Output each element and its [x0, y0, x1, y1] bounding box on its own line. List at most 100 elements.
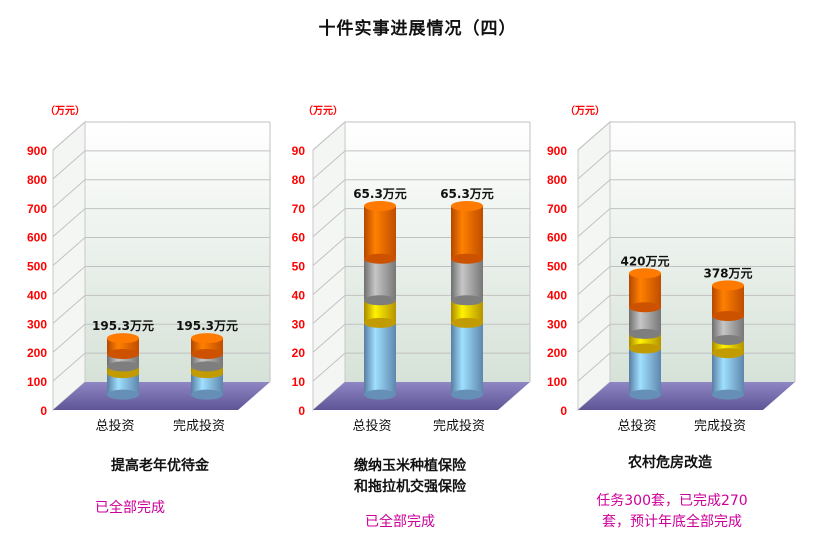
y-tick-label: 20 — [292, 346, 306, 360]
bar-segment-edge — [364, 253, 396, 264]
chart-floor — [578, 382, 795, 410]
bar-segment-edge — [629, 343, 661, 354]
bar-segment-edge — [629, 328, 661, 339]
bar-segment-edge — [451, 295, 483, 306]
bar-segment — [451, 205, 483, 259]
status-panel-2: 已全部完成 — [305, 512, 495, 533]
gridline — [577, 237, 795, 266]
bar-2 — [712, 280, 744, 400]
bar-segment — [712, 285, 744, 316]
bar-1 — [107, 333, 139, 400]
y-tick-label: 0 — [40, 404, 47, 418]
x-category-label: 总投资 — [95, 418, 134, 434]
gridline — [52, 150, 270, 180]
bar-segment-edge — [191, 348, 223, 359]
y-unit-label: （万元） — [565, 104, 605, 117]
caption-line: 和拖拉机交强保险 — [354, 479, 466, 495]
y-tick-label: 400 — [27, 288, 47, 302]
y-tick-label: 40 — [292, 288, 306, 302]
bar-segment-edge — [107, 361, 139, 372]
bar-2 — [191, 333, 223, 400]
y-tick-label: 0 — [298, 404, 305, 418]
bar-segment-edge — [451, 317, 483, 328]
bar-segment — [451, 258, 483, 301]
status-line: 已全部完成 — [365, 514, 435, 530]
bar-segment — [629, 348, 661, 395]
y-tick-label: 300 — [27, 317, 47, 331]
bar-segment-edge — [712, 389, 744, 400]
bar-top — [629, 268, 661, 279]
gridline — [312, 179, 530, 209]
status-panel-3: 任务300套，已完成270 套，预计年底全部完成 — [572, 491, 772, 533]
bar-segment-edge — [364, 317, 396, 328]
caption-panel-3: 农村危房改造 — [565, 453, 775, 474]
caption-line: 缴纳玉米种植保险 — [354, 458, 466, 474]
status-line: 套，预计年底全部完成 — [602, 514, 742, 530]
bar-segment-edge — [712, 335, 744, 345]
caption-panel-2: 缴纳玉米种植保险 和拖拉机交强保险 — [305, 456, 515, 498]
bar-top — [191, 333, 223, 344]
bar-value-label: 65.3万元 — [440, 187, 494, 201]
x-category-label: 完成投资 — [173, 418, 225, 434]
bar-2 — [451, 200, 483, 400]
y-unit-label: （万元） — [303, 104, 343, 117]
y-tick-label: 70 — [292, 202, 306, 216]
y-tick-label: 500 — [547, 260, 567, 274]
gridline — [577, 208, 795, 238]
y-tick-label: 60 — [292, 231, 306, 245]
gridline — [52, 294, 270, 324]
bar-segment-edge — [712, 310, 744, 321]
bar-segment — [107, 373, 139, 395]
y-tick-label: 200 — [547, 346, 567, 360]
x-category-label: 总投资 — [352, 418, 391, 434]
caption-line: 提高老年优待金 — [111, 458, 209, 474]
chart-panel-3: 0 100 200 300 400 500 600 700 800 900 （万元） 420万元总投资… — [547, 104, 796, 434]
y-tick-label: 700 — [27, 202, 47, 216]
gridline — [577, 179, 795, 209]
y-tick-label: 50 — [292, 260, 306, 274]
x-category-label: 完成投资 — [694, 418, 746, 434]
bar-value-label: 378万元 — [703, 266, 752, 280]
bar-top — [364, 200, 396, 211]
bar-segment-edge — [629, 389, 661, 400]
status-line: 已全部完成 — [95, 500, 165, 516]
y-tick-label: 100 — [547, 375, 567, 389]
y-tick-label: 600 — [547, 231, 567, 245]
y-tick-label: 200 — [27, 346, 47, 360]
bar-segment — [451, 300, 483, 323]
bar-segment-edge — [364, 389, 396, 400]
bar-top — [107, 333, 139, 344]
bar-segment — [191, 373, 223, 395]
bar-value-label: 65.3万元 — [353, 187, 407, 201]
bar-segment-edge — [364, 295, 396, 306]
bar-segment — [629, 273, 661, 308]
bar-1 — [364, 200, 396, 400]
y-tick-label: 800 — [27, 173, 47, 187]
bar-segment-edge — [107, 348, 139, 359]
bar-segment — [364, 205, 396, 259]
y-tick-label: 10 — [292, 375, 306, 389]
bar-top — [451, 200, 483, 211]
page-title: 十件实事进展情况（四） — [318, 19, 517, 39]
x-category-label: 总投资 — [617, 418, 656, 434]
chart-panel-1: 0 100 200 300 400 500 600 700 800 900 （万元） 195.3万元总… — [27, 104, 271, 434]
gridline — [577, 150, 795, 180]
bar-segment — [364, 322, 396, 395]
bar-segment-edge — [451, 389, 483, 400]
bar-segment-edge — [107, 389, 139, 400]
bar-value-label: 195.3万元 — [176, 319, 238, 333]
bar-segment-edge — [451, 253, 483, 264]
bar-segment — [712, 353, 744, 395]
y-tick-label: 900 — [27, 144, 47, 158]
chart-floor — [313, 382, 530, 410]
y-unit-label: （万元） — [45, 104, 85, 117]
bar-1 — [629, 268, 661, 400]
gridline — [52, 265, 270, 295]
y-tick-label: 900 — [547, 144, 567, 158]
caption-line: 农村危房改造 — [628, 455, 712, 471]
bar-segment-edge — [629, 302, 661, 313]
x-category-label: 完成投资 — [433, 418, 485, 434]
gridline — [52, 179, 270, 209]
